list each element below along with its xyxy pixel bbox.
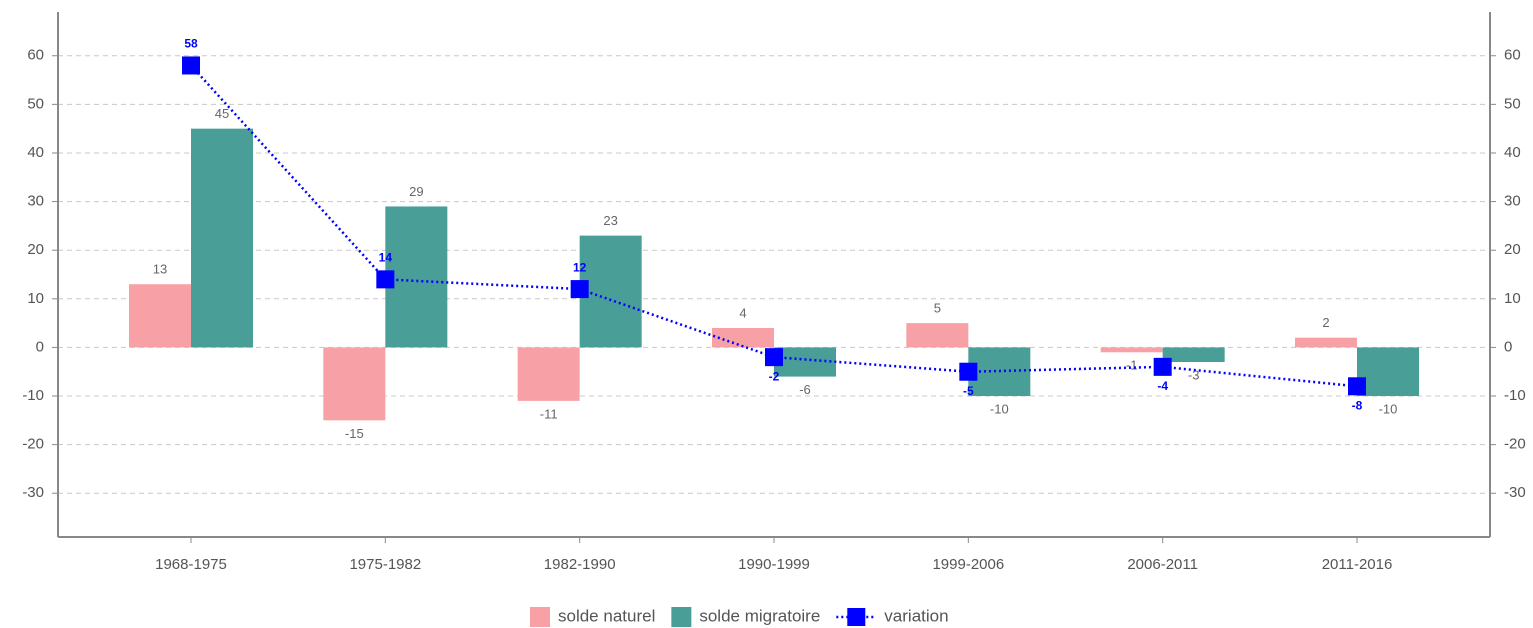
bar <box>1357 347 1419 397</box>
data-label: 5 <box>934 301 941 316</box>
legend-swatch <box>847 608 866 626</box>
y-tick-label: 20 <box>27 241 44 258</box>
y2-tick-label: 60 <box>1504 47 1521 64</box>
data-label: -11 <box>540 406 558 421</box>
bar <box>191 128 253 348</box>
x-tick-label: 1982-1990 <box>544 556 616 573</box>
bar <box>579 235 642 348</box>
bar <box>517 347 580 401</box>
y-tick-label: 0 <box>36 338 44 355</box>
y-tick-label: 10 <box>27 290 44 307</box>
y-tick-label: 50 <box>27 95 44 112</box>
data-label: 58 <box>184 37 198 51</box>
data-label: -10 <box>1379 401 1398 416</box>
data-label: -15 <box>345 426 364 441</box>
bar <box>385 206 448 348</box>
x-tick-label: 1990-1999 <box>738 556 810 573</box>
y-tick-label: 30 <box>27 193 44 210</box>
y2-tick-label: 30 <box>1504 193 1521 210</box>
data-label: -10 <box>990 401 1009 416</box>
data-label: 29 <box>409 184 423 199</box>
data-label: 14 <box>379 251 393 265</box>
data-label: -1 <box>1126 358 1138 373</box>
bar <box>906 323 969 348</box>
y-tick-label: -30 <box>22 484 44 501</box>
data-label: -2 <box>769 369 780 383</box>
y2-tick-label: 40 <box>1504 144 1521 161</box>
bar <box>1162 347 1225 362</box>
x-tick-label: 2006-2011 <box>1127 556 1198 573</box>
y-tick-label: 60 <box>27 47 44 64</box>
legend-label: variation <box>884 606 948 625</box>
legend-label: solde migratoire <box>699 606 820 625</box>
data-label: 4 <box>739 305 746 320</box>
data-label: 2 <box>1322 315 1329 330</box>
y2-tick-label: 0 <box>1504 338 1512 355</box>
x-tick-label: 1968-1975 <box>155 556 227 573</box>
legend-label: solde naturel <box>558 606 655 625</box>
data-label: -3 <box>1188 367 1200 382</box>
y2-tick-label: -20 <box>1504 436 1526 453</box>
bar <box>323 347 386 421</box>
y2-tick-label: 50 <box>1504 95 1521 112</box>
bar <box>129 284 191 348</box>
marker <box>182 56 200 75</box>
data-label: -5 <box>963 384 974 398</box>
y2-tick-label: -30 <box>1504 484 1526 501</box>
data-label: 12 <box>573 260 587 274</box>
marker <box>765 348 783 367</box>
data-label: 23 <box>603 213 617 228</box>
marker <box>1153 357 1172 376</box>
data-label: -4 <box>1157 379 1168 393</box>
bar <box>1100 347 1163 353</box>
bar <box>774 347 836 377</box>
y-tick-label: -10 <box>22 387 44 404</box>
y-tick-label: 40 <box>27 144 44 161</box>
data-label: 13 <box>153 262 167 277</box>
marker <box>959 362 978 381</box>
legend-swatch <box>530 607 550 627</box>
y-tick-label: -20 <box>22 436 44 453</box>
bar <box>1295 337 1357 348</box>
marker <box>570 280 589 299</box>
y2-tick-label: -10 <box>1504 387 1526 404</box>
legend-swatch <box>671 607 692 627</box>
marker <box>1348 377 1366 396</box>
x-tick-label: 1999-2006 <box>932 556 1004 573</box>
data-label: -8 <box>1352 398 1363 412</box>
y2-tick-label: 20 <box>1504 241 1521 258</box>
x-tick-label: 1975-1982 <box>349 556 421 573</box>
data-label: 45 <box>215 106 229 121</box>
data-label: -6 <box>799 382 811 397</box>
y2-tick-label: 10 <box>1504 290 1521 307</box>
bar <box>712 327 774 348</box>
marker <box>376 270 395 289</box>
x-tick-label: 2011-2016 <box>1322 556 1393 573</box>
